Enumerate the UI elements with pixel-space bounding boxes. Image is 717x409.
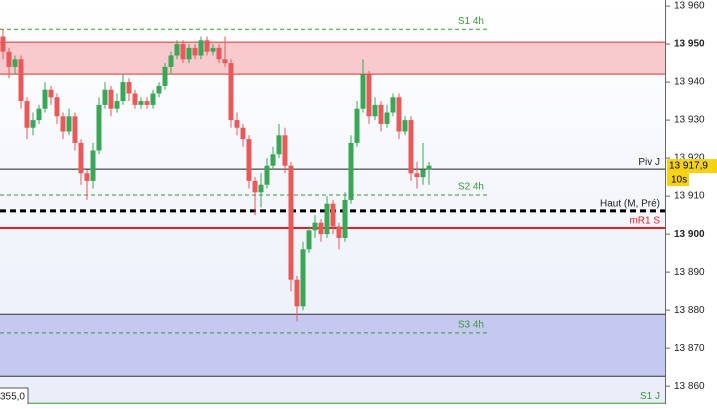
candle-body: [156, 85, 162, 94]
cursor-label: 355,0: [0, 392, 25, 403]
candle-body: [198, 40, 204, 56]
candle-body: [210, 47, 216, 52]
candle-body: [12, 59, 18, 67]
y-tick-label: 13 910: [674, 191, 705, 202]
axis-background: [665, 0, 717, 404]
candle-body: [0, 36, 6, 52]
candle-body: [228, 63, 234, 121]
candle-body: [396, 97, 402, 132]
y-tick-label: 13 860: [674, 381, 705, 392]
candle-body: [180, 44, 186, 60]
candle-body: [408, 120, 414, 174]
candle-body: [150, 93, 156, 105]
level-label: S1 J: [640, 391, 660, 402]
y-tick-label: 13 920: [674, 153, 705, 164]
candle-body: [288, 165, 294, 280]
candle-body: [114, 101, 120, 109]
level-label: S2 4h: [458, 182, 484, 193]
candle-body: [354, 108, 360, 143]
price-label: 13 917,9: [669, 161, 708, 172]
candle-body: [240, 127, 246, 140]
candle-body: [282, 135, 288, 166]
y-tick-label: 13 880: [674, 305, 705, 316]
level-label: S1 4h: [458, 16, 484, 27]
candle-body: [390, 97, 396, 113]
candle-body: [420, 169, 426, 178]
y-tick-label: 13 960: [674, 1, 705, 12]
candle-body: [138, 101, 144, 105]
candle-body: [414, 173, 420, 178]
candle-body: [372, 104, 378, 117]
candle-body: [246, 139, 252, 181]
candle-body: [360, 74, 366, 109]
candle-body: [168, 55, 174, 67]
candle-body: [378, 104, 384, 124]
candle-body: [294, 279, 300, 307]
candle-body: [222, 59, 228, 64]
candle-body: [402, 120, 408, 132]
candle-body: [132, 93, 138, 105]
candle-body: [48, 89, 54, 98]
candle-body: [72, 116, 78, 143]
level-label: Piv J: [638, 157, 660, 168]
y-tick-label: 13 890: [674, 267, 705, 278]
candle-body: [108, 89, 114, 109]
zone: [0, 314, 665, 377]
candle-body: [342, 199, 348, 238]
candle-body: [384, 112, 390, 124]
candle-body: [24, 101, 30, 128]
candle-body: [162, 66, 168, 86]
candle-body: [96, 104, 102, 151]
candle-body: [336, 226, 342, 238]
candle-body: [36, 108, 42, 121]
candle-body: [234, 120, 240, 128]
y-tick-label: 13 900: [674, 229, 705, 240]
candle-body: [186, 47, 192, 60]
y-tick-label: 13 870: [674, 343, 705, 354]
candle-body: [312, 222, 318, 231]
candle-body: [324, 203, 330, 235]
candle-body: [318, 222, 324, 235]
price-box: [667, 159, 717, 174]
candle-body: [276, 135, 282, 155]
timer-box: [667, 173, 689, 187]
candle-body: [306, 230, 312, 250]
level-label: Haut (M, Pré): [600, 199, 660, 210]
candle-body: [144, 101, 150, 105]
candle-body: [348, 142, 354, 200]
candle-body: [264, 165, 270, 185]
level-label: S3 4h: [458, 320, 484, 331]
candle-body: [126, 82, 132, 94]
candle-body: [174, 44, 180, 56]
candle-body: [18, 59, 24, 102]
candle-body: [54, 97, 60, 117]
y-tick-label: 13 930: [674, 115, 705, 126]
candle-body: [78, 142, 84, 174]
y-tick-label: 13 940: [674, 77, 705, 88]
level-label: mR1 S: [629, 216, 660, 227]
candle-body: [42, 89, 48, 109]
candle-body: [102, 89, 108, 105]
candle-body: [30, 120, 36, 128]
candle-body: [60, 116, 66, 132]
y-tick-label: 13 950: [674, 39, 705, 50]
candle-body: [426, 165, 432, 170]
candle-body: [270, 154, 276, 166]
candle-body: [84, 173, 90, 181]
candle-body: [66, 116, 72, 132]
candle-body: [204, 40, 210, 52]
candle-body: [252, 180, 258, 193]
candle-body: [330, 203, 336, 227]
timer-label: 10s: [671, 175, 687, 186]
zone: [0, 42, 665, 75]
candle-body: [192, 47, 198, 56]
candle-body: [120, 82, 126, 102]
candle-body: [366, 74, 372, 117]
candle-body: [216, 47, 222, 60]
candle-body: [258, 184, 264, 193]
candle-body: [300, 249, 306, 307]
candle-body: [90, 150, 96, 181]
candle-body: [6, 51, 12, 67]
